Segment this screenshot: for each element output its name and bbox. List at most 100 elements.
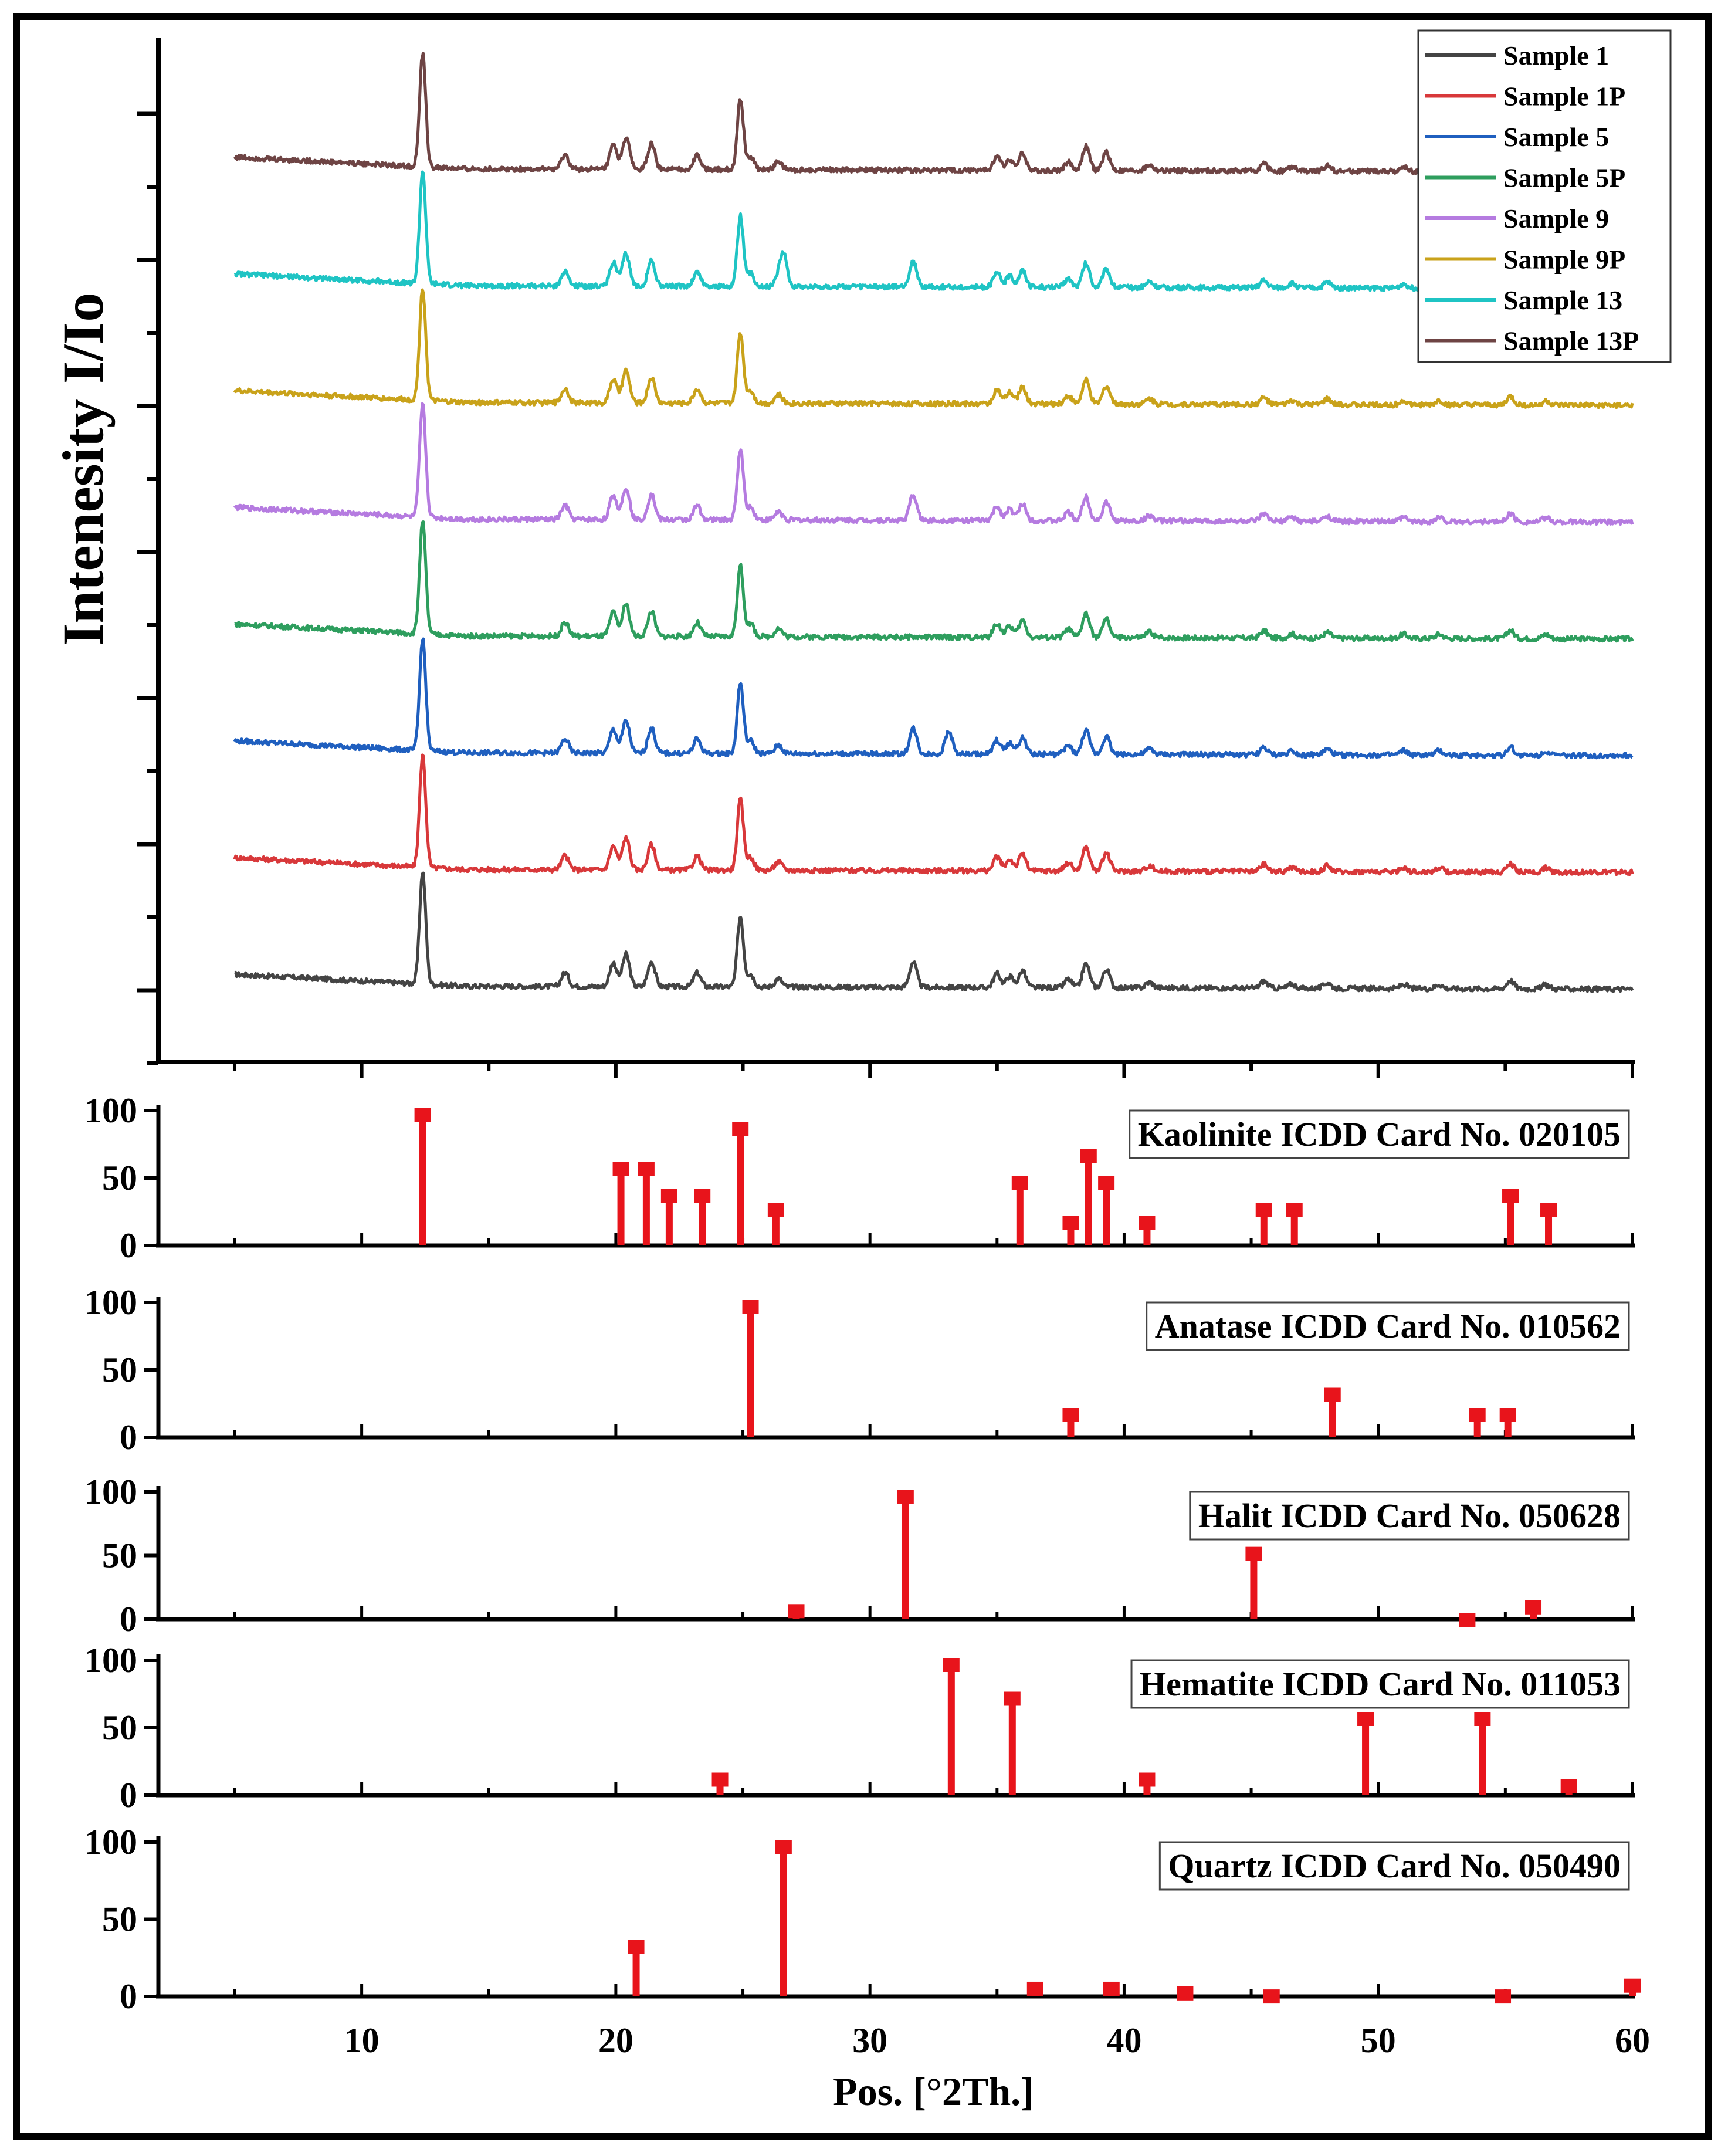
reference-stick-cap	[1080, 1149, 1097, 1163]
card-y-tick-label: 100	[84, 1283, 137, 1322]
reference-stick-cap	[660, 1189, 677, 1203]
card-y-tick-label: 50	[102, 1351, 137, 1389]
legend-label: Sample 5P	[1503, 163, 1625, 193]
reference-stick-cap	[711, 1772, 729, 1787]
reference-stick-cap	[1011, 1176, 1028, 1190]
card-y-tick-label: 50	[102, 1708, 137, 1747]
trace-sample-9p	[233, 288, 1634, 409]
trace-sample-1	[234, 871, 1634, 993]
legend-label: Sample 9P	[1503, 245, 1625, 275]
reference-stick-cap	[1469, 1408, 1486, 1422]
reference-stick-cap	[1560, 1779, 1577, 1793]
card-title: Anatase ICDD Card No. 010562	[1155, 1307, 1621, 1345]
card-y-tick-label: 50	[102, 1900, 137, 1939]
x-tick-label: 10	[344, 2021, 380, 2060]
reference-stick-cap	[1324, 1387, 1341, 1402]
card-y-tick-label: 100	[84, 1641, 137, 1680]
x-axis-title: Pos. [°2Th.]	[833, 2069, 1034, 2114]
reference-card-panels: 0 50 100 Kaolinite ICDD Card No. 020105 0 50 1…	[84, 1091, 1641, 2016]
card-title-box	[1158, 1841, 1630, 1891]
reference-stick-cap	[775, 1840, 792, 1854]
legend-label: Sample 1	[1503, 40, 1609, 70]
reference-stick-cap	[414, 1108, 431, 1122]
trace-sample-1p	[233, 753, 1634, 876]
reference-stick-cap	[1139, 1216, 1156, 1230]
reference-stick-cap	[943, 1658, 960, 1672]
card-panel-4: 0 50 100 Hematite ICDD Card No. 011053	[84, 1641, 1635, 1815]
legend-box	[1417, 29, 1672, 363]
reference-stick-cap	[1459, 1613, 1476, 1627]
reference-stick-cap	[767, 1203, 784, 1217]
trace-sample-5	[233, 637, 1634, 760]
card-y-tick-label: 50	[102, 1159, 137, 1197]
trace-sample-9	[233, 402, 1634, 526]
card-title-box	[1189, 1491, 1630, 1541]
reference-stick-cap	[1624, 1978, 1641, 1993]
card-panel-5: 0 50 100 Quartz ICDD Card No. 050490	[84, 1823, 1641, 2016]
reference-stick-cap	[1540, 1203, 1557, 1217]
x-tick-label: 50	[1361, 2021, 1396, 2060]
reference-stick-cap	[1177, 1986, 1194, 2001]
reference-stick-cap	[1499, 1408, 1516, 1422]
trace-sample-13p	[233, 52, 1430, 175]
reference-stick-cap	[1139, 1772, 1156, 1787]
reference-stick-cap	[742, 1300, 759, 1314]
trace-sample-13	[233, 170, 1431, 292]
card-panel-1: 0 50 100 Kaolinite ICDD Card No. 020105	[84, 1091, 1635, 1265]
reference-stick-cap	[1474, 1712, 1491, 1726]
x-tick-label: 60	[1615, 2021, 1650, 2060]
reference-stick-cap	[694, 1189, 711, 1203]
reference-stick-cap	[638, 1162, 655, 1176]
legend-label: Sample 13	[1503, 285, 1622, 315]
xrd-pattern-panel: Intenesity I/Io Sample 1 Sample 1P Sample 5…	[50, 29, 1672, 1065]
reference-stick-cap	[1502, 1189, 1519, 1203]
card-y-tick-label: 0	[120, 1776, 137, 1815]
x-tick-label: 40	[1106, 2021, 1141, 2060]
card-panel-3: 0 50 100 Halit ICDD Card No. 050628	[84, 1473, 1635, 1639]
reference-stick-cap	[732, 1122, 749, 1136]
card-y-tick-label: 100	[84, 1091, 137, 1130]
card-title-box	[1146, 1301, 1630, 1351]
reference-stick-cap	[1525, 1600, 1542, 1615]
legend-label: Sample 9	[1503, 204, 1609, 233]
card-y-tick-label: 0	[120, 1226, 137, 1265]
x-tick-label: 20	[598, 2021, 633, 2060]
reference-stick-cap	[788, 1604, 805, 1619]
reference-stick-cap	[1062, 1216, 1079, 1230]
y-axis-title: Intenesity I/Io	[50, 293, 116, 647]
reference-stick-cap	[1062, 1408, 1079, 1422]
reference-stick-cap	[1004, 1691, 1021, 1706]
card-panel-2: 0 50 100 Anatase ICDD Card No. 010562	[84, 1283, 1635, 1457]
card-title-box	[1129, 1109, 1630, 1159]
card-title: Hematite ICDD Card No. 011053	[1140, 1665, 1621, 1703]
reference-stick-cap	[1495, 1989, 1512, 2004]
reference-stick-cap	[1245, 1546, 1262, 1561]
card-y-tick-label: 0	[120, 1418, 137, 1457]
card-y-tick-label: 0	[120, 1600, 137, 1639]
reference-stick-cap	[1026, 1981, 1043, 1996]
reference-stick-cap	[628, 1940, 645, 1954]
legend-label: Sample 5	[1503, 122, 1609, 152]
card-y-tick-label: 100	[84, 1823, 137, 1861]
reference-stick-cap	[1255, 1203, 1272, 1217]
x-axis: 10 20 30 40 50 60 Pos. [°2Th.]	[232, 1062, 1650, 2114]
legend-label: Sample 1P	[1503, 82, 1625, 111]
figure-frame: Intenesity I/Io Sample 1 Sample 1P Sample 5…	[13, 13, 1712, 2140]
xrd-figure: Intenesity I/Io Sample 1 Sample 1P Sample 5…	[50, 29, 1672, 2114]
reference-stick-cap	[897, 1490, 914, 1504]
card-y-tick-label: 50	[102, 1536, 137, 1575]
card-title-box	[1130, 1659, 1630, 1709]
reference-stick-cap	[612, 1162, 629, 1176]
card-title: Halit ICDD Card No. 050628	[1198, 1497, 1621, 1535]
x-tick-label: 30	[852, 2021, 887, 2060]
card-title: Quartz ICDD Card No. 050490	[1168, 1847, 1621, 1885]
reference-stick-cap	[1103, 1981, 1120, 1996]
card-y-tick-label: 100	[84, 1473, 137, 1511]
reference-stick-cap	[1098, 1176, 1115, 1190]
card-y-tick-label: 0	[120, 1977, 137, 2016]
legend-label: Sample 13P	[1503, 326, 1639, 356]
reference-stick-cap	[1286, 1203, 1303, 1217]
trace-sample-5p	[234, 520, 1634, 643]
reference-stick-cap	[1263, 1989, 1280, 2004]
reference-stick-cap	[1357, 1712, 1374, 1726]
